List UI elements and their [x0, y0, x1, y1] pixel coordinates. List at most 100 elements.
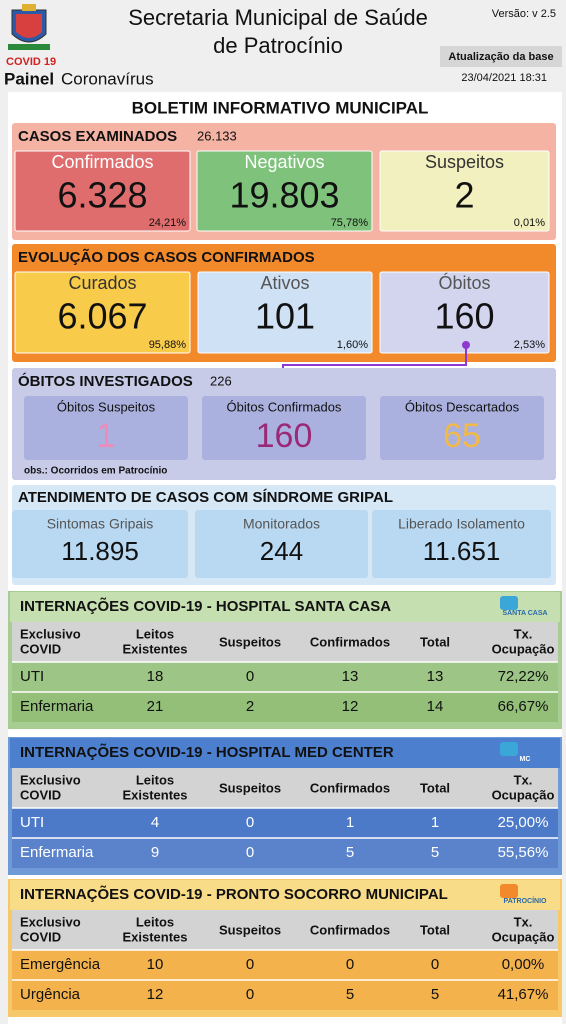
card-value: 65 — [443, 417, 481, 455]
table-title: INTERNAÇÕES COVID-19 - HOSPITAL MED CENT… — [20, 743, 394, 761]
table-row — [12, 838, 558, 868]
column-header: Leitos — [136, 626, 174, 641]
table-cell: 9 — [151, 844, 159, 861]
card-percent: 24,21% — [149, 217, 187, 229]
table-cell: Emergência — [20, 956, 101, 973]
card — [202, 396, 366, 460]
table-cell: 2 — [246, 698, 254, 715]
card-label: Óbitos — [438, 272, 490, 293]
table-cell: 0 — [431, 956, 439, 973]
column-header: COVID — [20, 787, 61, 802]
column-header: COVID — [20, 929, 61, 944]
table-title-bar — [10, 880, 560, 910]
table-title: INTERNAÇÕES COVID-19 - HOSPITAL SANTA CA… — [20, 597, 391, 615]
table-cell: 55,56% — [498, 844, 549, 861]
table-cell: 5 — [431, 986, 439, 1003]
card — [379, 271, 550, 354]
section-title: EVOLUÇÃO DOS CASOS CONFIRMADOS — [18, 248, 315, 266]
card — [14, 271, 191, 354]
table-cell: 66,67% — [498, 698, 549, 715]
card-percent: 1,60% — [337, 339, 368, 351]
table-cell: 0 — [246, 956, 254, 973]
painel-sub: Coronavírus — [61, 69, 154, 88]
title-line: de Patrocínio — [213, 33, 343, 58]
card — [196, 150, 373, 232]
card — [195, 510, 368, 578]
table-cell: 0 — [346, 956, 354, 973]
card-percent: 2,53% — [514, 339, 545, 351]
column-header: Leitos — [136, 914, 174, 929]
table-cell: 13 — [342, 668, 359, 685]
update-button-label: Atualização da base — [448, 51, 553, 63]
table-cell: 72,22% — [498, 668, 549, 685]
card-label: Óbitos Suspeitos — [57, 399, 156, 414]
column-header: Exclusivo — [20, 914, 81, 929]
card-label: Confirmados — [51, 152, 153, 172]
update-button[interactable] — [440, 46, 562, 67]
table-logo-mark — [500, 596, 518, 610]
table-cell: 13 — [427, 668, 444, 685]
column-header: Confirmados — [310, 780, 390, 795]
section-title: ATENDIMENTO DE CASOS COM SÍNDROME GRIPAL — [18, 489, 393, 506]
update-date: 23/04/2021 18:31 — [461, 72, 547, 84]
column-header: Leitos — [136, 772, 174, 787]
column-header: Exclusivo — [20, 772, 81, 787]
table-cell: 4 — [151, 814, 159, 831]
column-header: COVID — [20, 641, 61, 656]
column-header: Existentes — [122, 787, 187, 802]
table-row — [12, 662, 558, 692]
table-cell: 5 — [346, 986, 354, 1003]
card — [12, 510, 188, 578]
card-value: 11.895 — [61, 536, 139, 566]
table-cell: 1 — [431, 814, 439, 831]
version: Versão: v 2.5 — [492, 8, 556, 20]
table-cell: Urgência — [20, 986, 81, 1003]
table-header — [12, 622, 558, 662]
column-header: Confirmados — [310, 922, 390, 937]
card-value: 160 — [256, 417, 313, 455]
column-header: Suspeitos — [219, 780, 281, 795]
logo — [8, 4, 50, 50]
connector-dot — [462, 341, 470, 349]
table-logo-mark — [500, 884, 518, 898]
card-value: 2 — [454, 175, 474, 216]
card-label: Óbitos Descartados — [405, 399, 520, 414]
table-cell: 14 — [427, 698, 444, 715]
card-value: 101 — [255, 296, 315, 337]
table-row — [12, 950, 558, 980]
column-header: Ocupação — [492, 641, 555, 656]
column-header: Total — [420, 780, 450, 795]
section-title: CASOS EXAMINADOS — [18, 128, 177, 145]
table-logo: PATROCÍNIO — [504, 896, 547, 905]
card-value: 244 — [260, 536, 303, 566]
card-value: 11.651 — [423, 536, 501, 566]
table-cell: 21 — [147, 698, 164, 715]
table-cell: Enfermaria — [20, 844, 94, 861]
table-cell: 10 — [147, 956, 164, 973]
table-logo: MC — [520, 756, 531, 763]
table-title-bar — [10, 738, 560, 768]
table-cell: Enfermaria — [20, 698, 94, 715]
card-value: 6.067 — [57, 296, 147, 337]
table-cell: 0 — [246, 814, 254, 831]
card-value: 1 — [97, 417, 116, 455]
card-label: Óbitos Confirmados — [227, 399, 342, 414]
note: obs.: Ocorridos em Patrocínio — [24, 466, 167, 477]
column-header: Ocupação — [492, 929, 555, 944]
card-value: 160 — [434, 296, 494, 337]
column-header: Exclusivo — [20, 626, 81, 641]
table-row — [12, 980, 558, 1010]
card-value: 6.328 — [57, 175, 147, 216]
column-header: Total — [420, 634, 450, 649]
column-header: Existentes — [122, 641, 187, 656]
card-percent: 0,01% — [514, 217, 545, 229]
card-percent: 95,88% — [149, 339, 187, 351]
table-logo: SANTA CASA — [502, 610, 547, 617]
bulletin-title: BOLETIM INFORMATIVO MUNICIPAL — [132, 98, 429, 117]
table-cell: 0 — [246, 986, 254, 1003]
table-cell: 18 — [147, 668, 164, 685]
card-label: Negativos — [244, 152, 324, 172]
column-header: Existentes — [122, 929, 187, 944]
table-title-bar — [10, 592, 560, 622]
